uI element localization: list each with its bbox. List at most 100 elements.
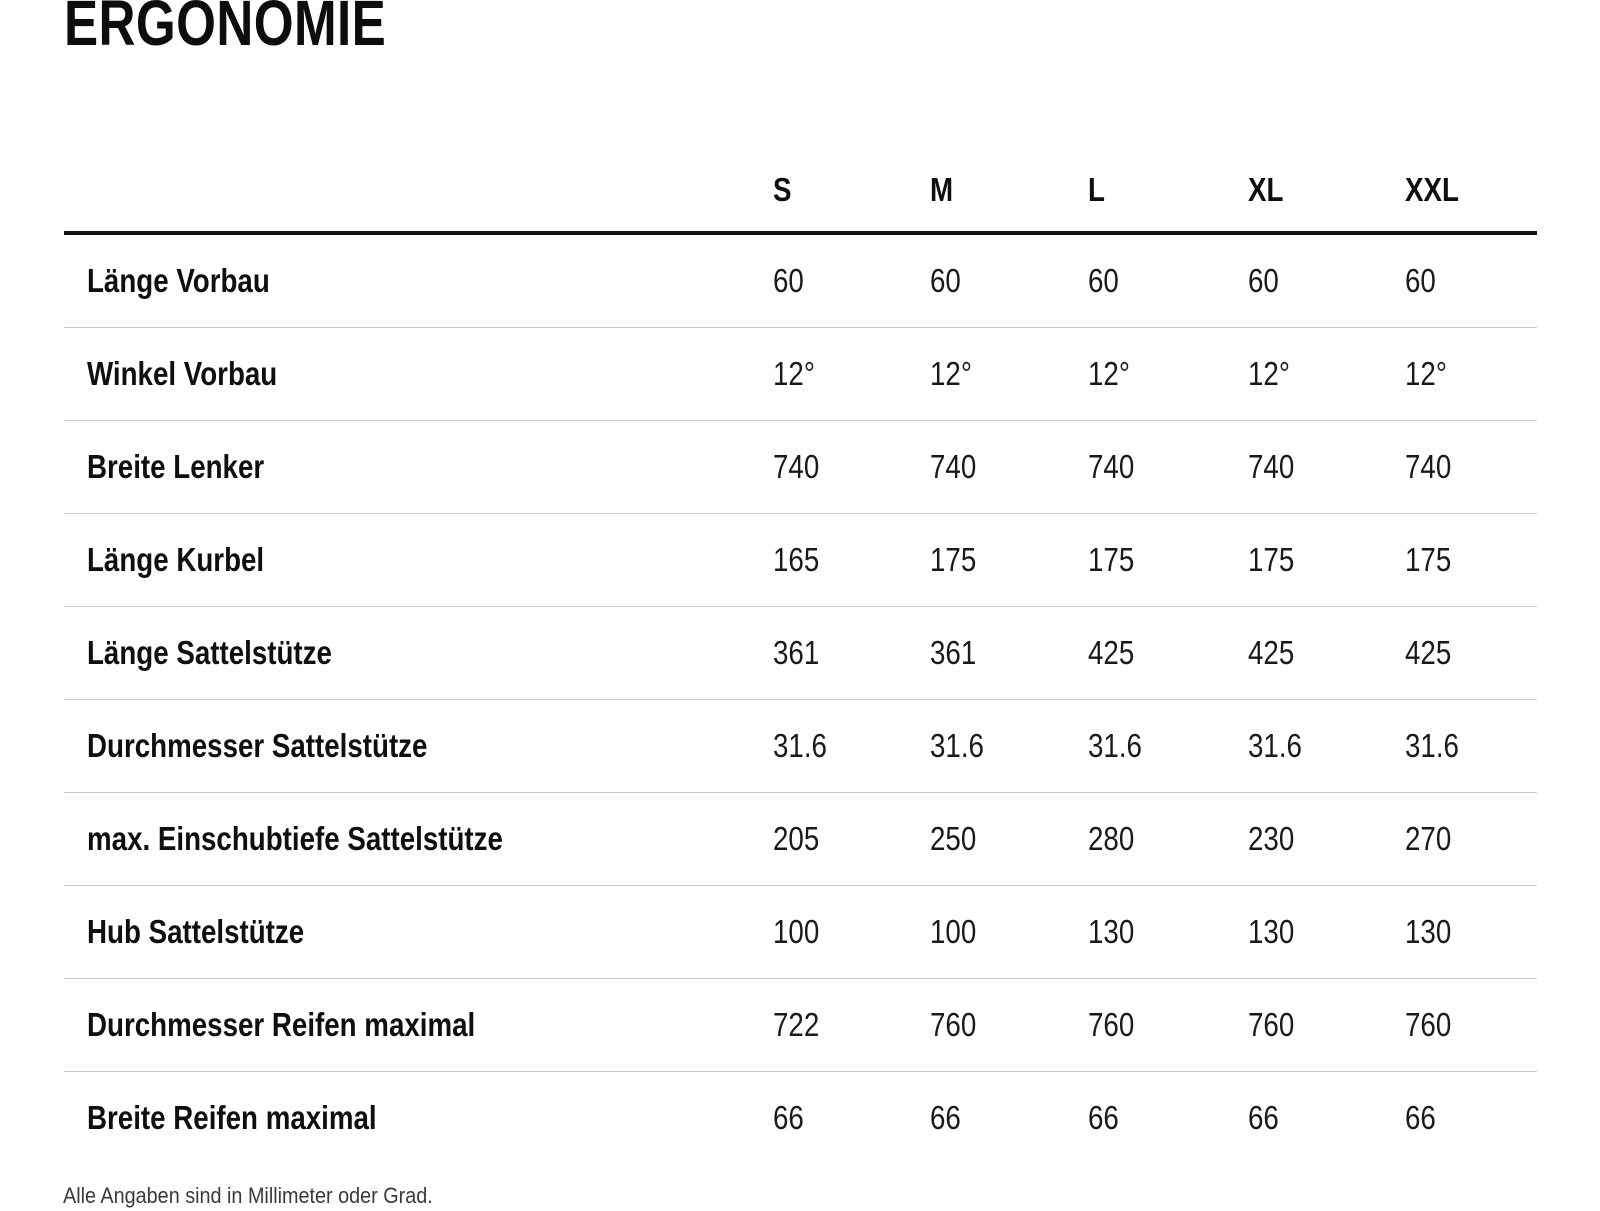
- units-footnote-text: Alle Angaben sind in Millimeter oder Gra…: [63, 1183, 433, 1208]
- cell-value: 66: [930, 1072, 1088, 1165]
- cell-value-text: 425: [1405, 634, 1452, 671]
- cell-value-text: 740: [1405, 448, 1452, 485]
- cell-value-text: 175: [930, 541, 977, 578]
- size-header-row: S M L XL XXL: [64, 120, 1537, 235]
- cell-value-text: 165: [773, 541, 820, 578]
- cell-value: 60: [1248, 233, 1405, 328]
- cell-value: 12°: [1248, 327, 1405, 421]
- cell-value: 12°: [1405, 327, 1537, 421]
- cell-value-text: 60: [1405, 262, 1436, 299]
- row-label-text: max. Einschubtiefe Sattelstütze: [87, 820, 503, 857]
- cell-value-text: 12°: [1088, 355, 1130, 392]
- table-row: Hub Sattelstütze 100 100 130 130 130: [64, 885, 1537, 979]
- cell-value-text: 100: [930, 913, 977, 950]
- cell-value-text: 60: [1248, 262, 1279, 299]
- cell-value-text: 12°: [930, 355, 972, 392]
- cell-value-text: 12°: [773, 355, 815, 392]
- cell-value: 100: [930, 885, 1088, 979]
- column-header-xxl: XXL: [1405, 120, 1537, 235]
- cell-value: 31.6: [930, 699, 1088, 793]
- cell-value-text: 760: [1088, 1006, 1135, 1043]
- cell-value: 31.6: [1088, 699, 1248, 793]
- cell-value-text: 31.6: [1248, 727, 1302, 764]
- page: ERGONOMIE S M L XL XXL Länge Vorbau 60 60 60 60 6…: [63, 0, 1537, 1211]
- cell-value: 60: [1405, 233, 1537, 328]
- cell-value-text: 12°: [1405, 355, 1447, 392]
- cell-value-text: 361: [930, 634, 977, 671]
- table-row: Breite Reifen maximal 66 66 66 66 66: [64, 1072, 1537, 1165]
- cell-value: 175: [1248, 513, 1405, 607]
- spec-table-body: Länge Vorbau 60 60 60 60 60 Winkel Vorbau 12° 12…: [64, 233, 1537, 1164]
- cell-value: 425: [1088, 606, 1248, 700]
- cell-value: 130: [1405, 885, 1537, 979]
- cell-value-text: 100: [773, 913, 820, 950]
- row-label-text: Länge Vorbau: [87, 262, 270, 299]
- cell-value-text: 130: [1088, 913, 1135, 950]
- cell-value-text: 270: [1405, 820, 1452, 857]
- cell-value: 60: [773, 233, 930, 328]
- cell-value: 175: [1405, 513, 1537, 607]
- cell-value-text: 130: [1405, 913, 1452, 950]
- table-row: max. Einschubtiefe Sattelstütze 205 250 280…: [64, 792, 1537, 886]
- row-label: max. Einschubtiefe Sattelstütze: [64, 792, 773, 886]
- column-header-label: XL: [1248, 171, 1284, 208]
- cell-value: 205: [773, 792, 930, 886]
- row-label-text: Durchmesser Reifen maximal: [87, 1006, 476, 1043]
- page-title: ERGONOMIE: [64, 0, 387, 59]
- row-label-text: Länge Kurbel: [87, 541, 265, 578]
- table-row: Länge Vorbau 60 60 60 60 60: [64, 233, 1537, 328]
- row-label: Länge Kurbel: [64, 513, 773, 607]
- cell-value: 66: [1088, 1072, 1248, 1165]
- cell-value-text: 66: [1405, 1099, 1436, 1136]
- cell-value-text: 740: [773, 448, 820, 485]
- row-label-text: Breite Lenker: [87, 448, 265, 485]
- column-header-l: L: [1088, 120, 1248, 235]
- cell-value-text: 425: [1248, 634, 1295, 671]
- table-row: Durchmesser Sattelstütze 31.6 31.6 31.6 31.6…: [64, 699, 1537, 793]
- cell-value-text: 740: [1088, 448, 1135, 485]
- cell-value-text: 361: [773, 634, 820, 671]
- cell-value-text: 740: [1248, 448, 1295, 485]
- cell-value-text: 31.6: [773, 727, 827, 764]
- cell-value-text: 66: [773, 1099, 804, 1136]
- cell-value: 425: [1248, 606, 1405, 700]
- cell-value-text: 230: [1248, 820, 1295, 857]
- row-label-text: Hub Sattelstütze: [87, 913, 305, 950]
- cell-value: 165: [773, 513, 930, 607]
- cell-value: 722: [773, 978, 930, 1072]
- cell-value-text: 722: [773, 1006, 820, 1043]
- cell-value-text: 175: [1405, 541, 1452, 578]
- cell-value: 740: [773, 420, 930, 514]
- row-label: Länge Vorbau: [64, 233, 773, 328]
- table-row: Durchmesser Reifen maximal 722 760 760 760 76…: [64, 978, 1537, 1072]
- cell-value: 740: [930, 420, 1088, 514]
- cell-value: 60: [930, 233, 1088, 328]
- cell-value: 66: [773, 1072, 930, 1165]
- column-header-xl: XL: [1248, 120, 1405, 235]
- table-row: Länge Kurbel 165 175 175 175 175: [64, 513, 1537, 607]
- cell-value: 270: [1405, 792, 1537, 886]
- row-label-text: Winkel Vorbau: [87, 355, 278, 392]
- cell-value-text: 12°: [1248, 355, 1290, 392]
- cell-value: 31.6: [1405, 699, 1537, 793]
- cell-value: 361: [930, 606, 1088, 700]
- cell-value-text: 60: [930, 262, 961, 299]
- row-label-text: Länge Sattelstütze: [87, 634, 332, 671]
- cell-value: 60: [1088, 233, 1248, 328]
- cell-value: 31.6: [1248, 699, 1405, 793]
- table-row: Breite Lenker 740 740 740 740 740: [64, 420, 1537, 514]
- cell-value: 361: [773, 606, 930, 700]
- cell-value-text: 760: [1405, 1006, 1452, 1043]
- row-label: Länge Sattelstütze: [64, 606, 773, 700]
- cell-value-text: 60: [1088, 262, 1119, 299]
- cell-value: 100: [773, 885, 930, 979]
- column-header-label: L: [1088, 171, 1105, 208]
- cell-value: 760: [1405, 978, 1537, 1072]
- cell-value: 175: [930, 513, 1088, 607]
- units-footnote: Alle Angaben sind in Millimeter oder Gra…: [63, 1182, 1537, 1211]
- row-label: Breite Reifen maximal: [64, 1072, 773, 1165]
- cell-value-text: 280: [1088, 820, 1135, 857]
- cell-value-text: 31.6: [930, 727, 984, 764]
- column-header-m: M: [930, 120, 1088, 235]
- cell-value: 130: [1088, 885, 1248, 979]
